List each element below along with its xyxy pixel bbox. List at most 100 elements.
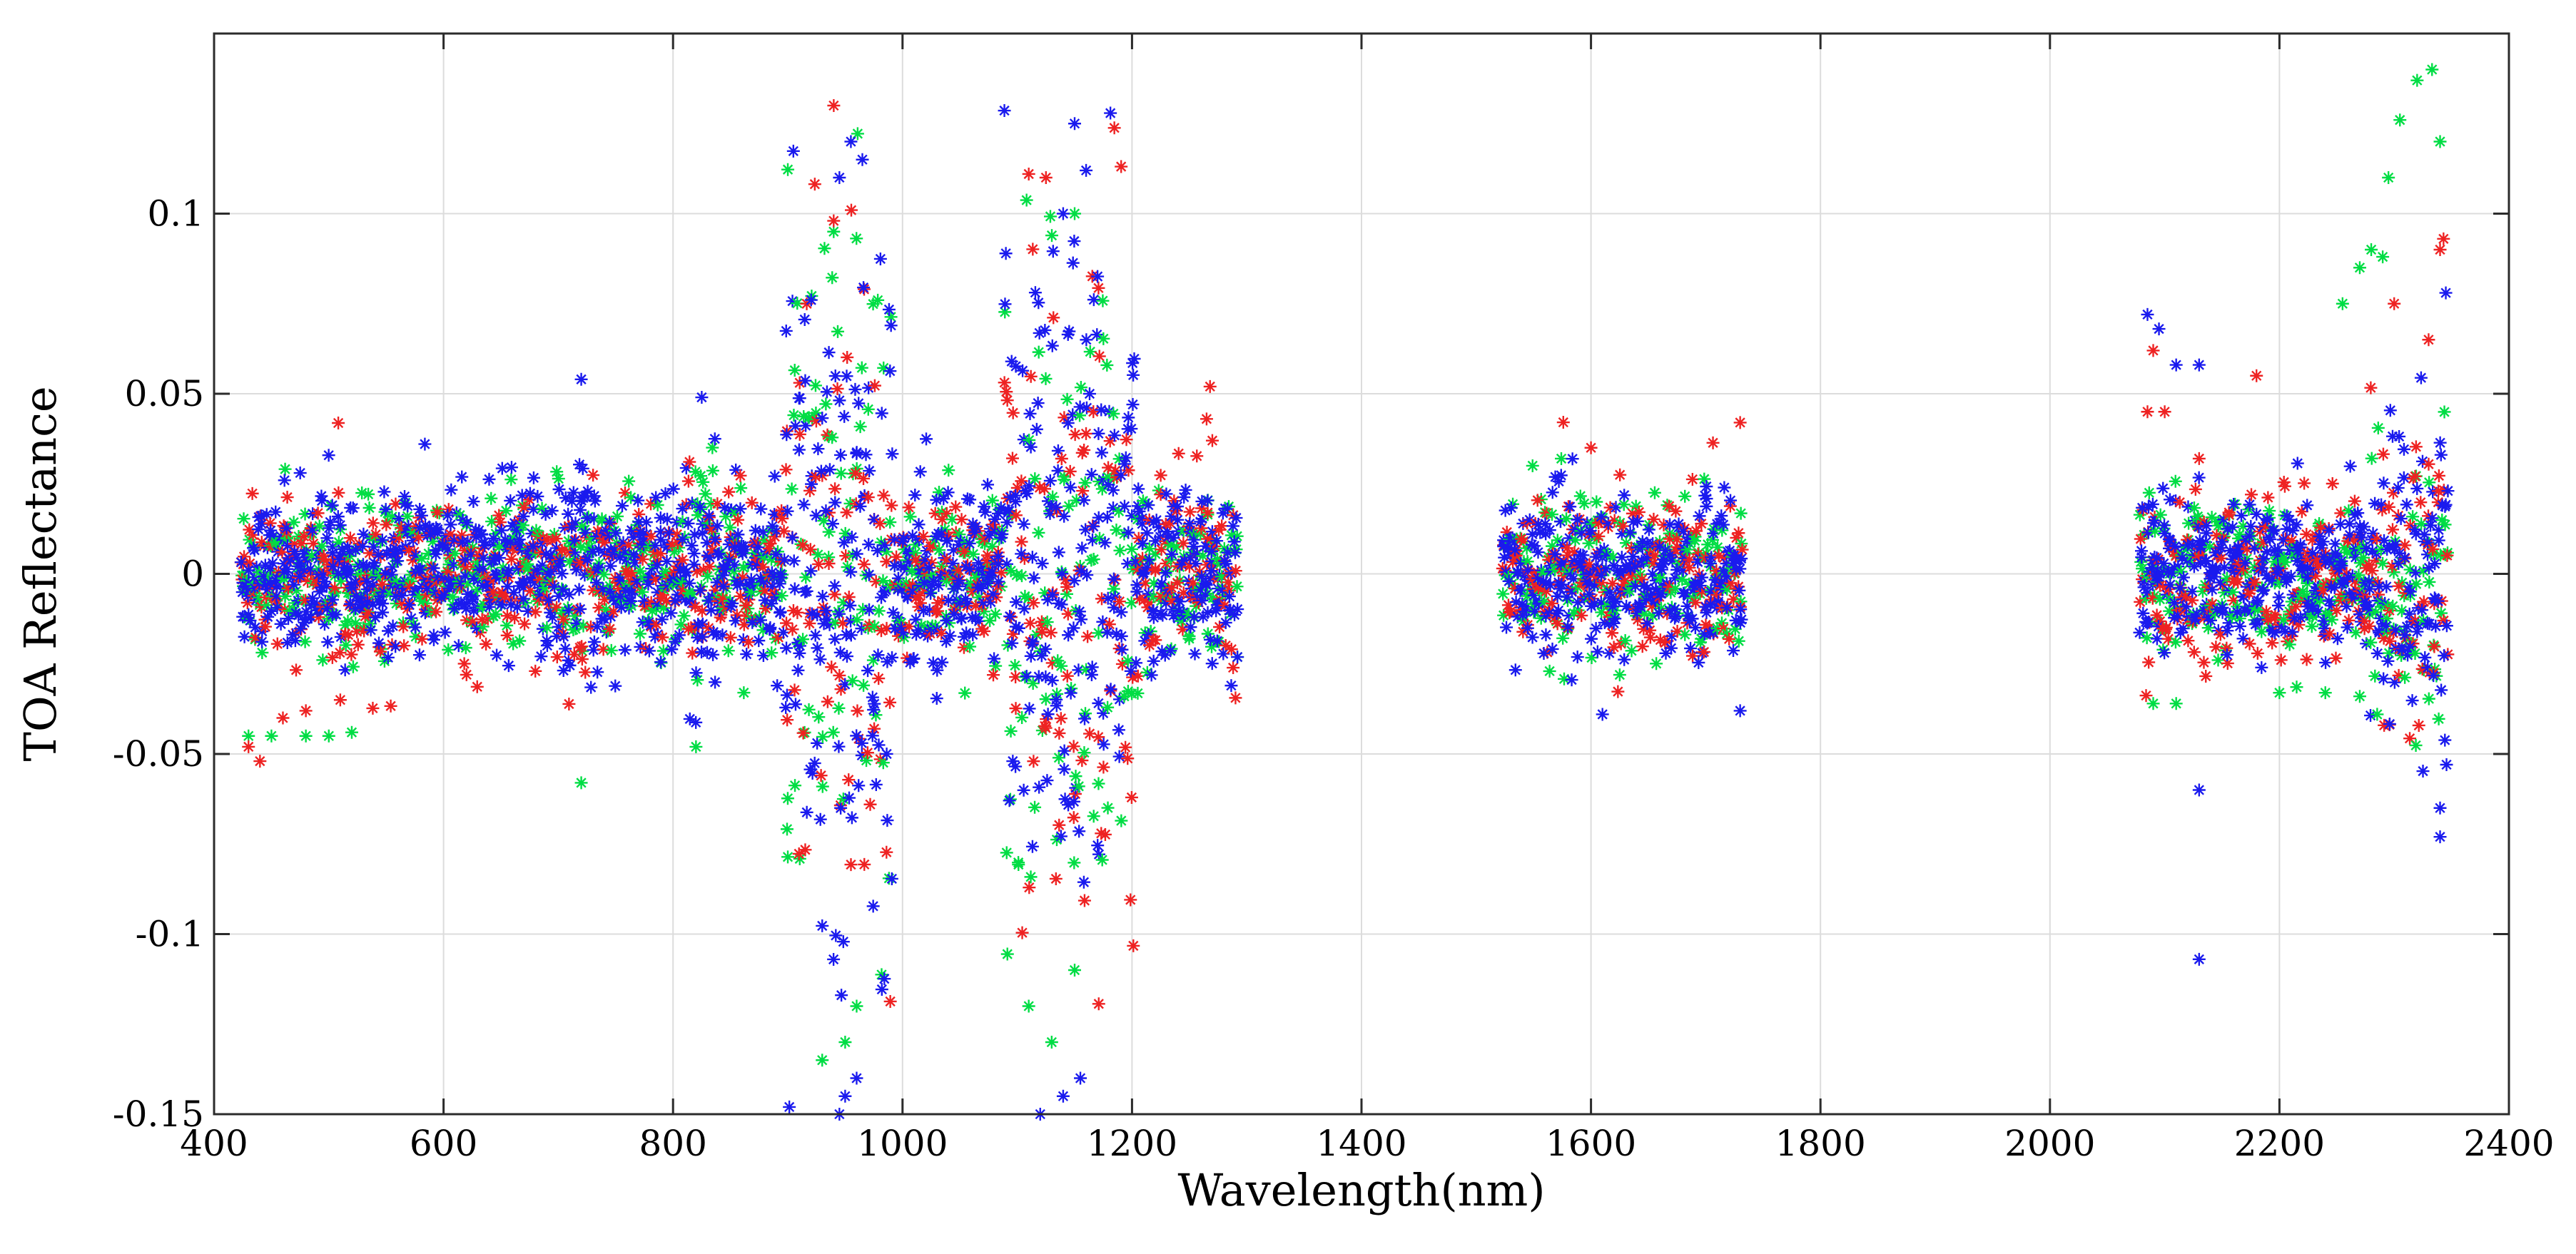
blue-point	[1205, 525, 1219, 539]
blue-point	[832, 740, 846, 753]
green-point	[2357, 580, 2370, 593]
blue-point	[320, 580, 333, 593]
red-point	[2398, 539, 2412, 552]
blue-point	[2411, 601, 2425, 615]
red-point	[318, 566, 331, 579]
green-point	[861, 402, 875, 416]
blue-point	[2286, 588, 2300, 601]
blue-point	[642, 616, 656, 629]
blue-point	[1016, 364, 1030, 377]
green-point	[828, 616, 842, 629]
red-point	[831, 382, 844, 395]
green-point	[1190, 582, 1203, 596]
blue-point	[1539, 628, 1553, 641]
green-point	[2368, 669, 2382, 683]
red-point	[1717, 622, 1730, 636]
red-point	[2248, 576, 2261, 589]
blue-point	[1092, 511, 1105, 524]
blue-point	[495, 598, 508, 611]
green-point	[522, 562, 535, 576]
red-point	[849, 497, 863, 511]
red-point	[803, 543, 817, 556]
blue-point	[1131, 499, 1145, 513]
red-point	[836, 616, 850, 630]
red-point	[844, 858, 858, 872]
green-point	[544, 574, 558, 588]
red-point	[591, 524, 604, 538]
red-point	[587, 566, 601, 579]
red-point	[741, 636, 755, 649]
blue-point	[2393, 429, 2406, 443]
blue-point	[2181, 500, 2195, 514]
blue-point	[1173, 595, 1187, 608]
green-point	[345, 725, 358, 739]
blue-point	[492, 571, 506, 585]
red-point	[792, 847, 806, 860]
blue-point	[1086, 533, 1100, 546]
blue-point	[2168, 596, 2181, 610]
red-point	[2286, 614, 2300, 628]
red-point	[873, 517, 887, 531]
red-point	[508, 611, 522, 625]
green-point	[1060, 587, 1073, 601]
green-point	[531, 588, 544, 602]
green-point	[1720, 582, 1734, 596]
blue-point	[1117, 457, 1131, 471]
blue-point	[940, 534, 954, 547]
blue-point	[1668, 602, 1682, 616]
green-point	[242, 729, 255, 743]
blue-point	[1700, 499, 1713, 513]
blue-point	[418, 606, 432, 620]
blue-point	[2381, 654, 2395, 668]
red-point	[776, 511, 789, 525]
red-point	[676, 553, 689, 566]
blue-point	[548, 580, 562, 593]
blue-point	[645, 562, 659, 576]
blue-point	[349, 576, 362, 589]
blue-point	[294, 622, 308, 636]
blue-point	[834, 448, 848, 462]
blue-point	[409, 565, 422, 578]
green-point	[1113, 544, 1127, 557]
blue-point	[644, 618, 657, 632]
red-point	[1551, 552, 1564, 566]
red-point	[2261, 491, 2275, 504]
blue-point	[1727, 644, 1740, 658]
blue-point	[786, 531, 799, 544]
blue-point	[274, 617, 288, 631]
blue-point	[1006, 755, 1020, 768]
blue-point	[2422, 561, 2435, 575]
green-point	[966, 547, 980, 561]
green-point	[1229, 543, 1243, 556]
blue-point	[1720, 601, 1733, 614]
green-point	[1715, 524, 1729, 537]
blue-point	[1568, 523, 1582, 536]
blue-point	[1064, 481, 1077, 494]
blue-point	[2233, 564, 2247, 577]
red-point	[402, 544, 416, 557]
red-point	[287, 547, 300, 561]
blue-point	[1080, 569, 1094, 582]
blue-point	[1122, 411, 1135, 424]
red-point	[1207, 559, 1220, 573]
blue-point	[1147, 516, 1160, 529]
blue-point	[1217, 647, 1230, 661]
green-point	[1595, 606, 1608, 619]
blue-point	[1544, 565, 1558, 578]
blue-point	[664, 606, 678, 620]
green-point	[1073, 559, 1087, 573]
red-point	[2311, 559, 2325, 573]
blue-point	[1030, 422, 1043, 436]
blue-point	[2221, 522, 2234, 536]
green-point	[2341, 546, 2354, 559]
blue-point	[445, 483, 458, 496]
blue-point	[799, 419, 813, 432]
blue-point	[679, 593, 692, 606]
red-point	[2146, 591, 2159, 605]
red-point	[257, 539, 270, 553]
green-point	[1125, 542, 1139, 556]
green-point	[2352, 569, 2365, 582]
red-point	[1515, 532, 1528, 546]
red-point	[1067, 740, 1080, 753]
data-points	[234, 63, 2455, 1121]
